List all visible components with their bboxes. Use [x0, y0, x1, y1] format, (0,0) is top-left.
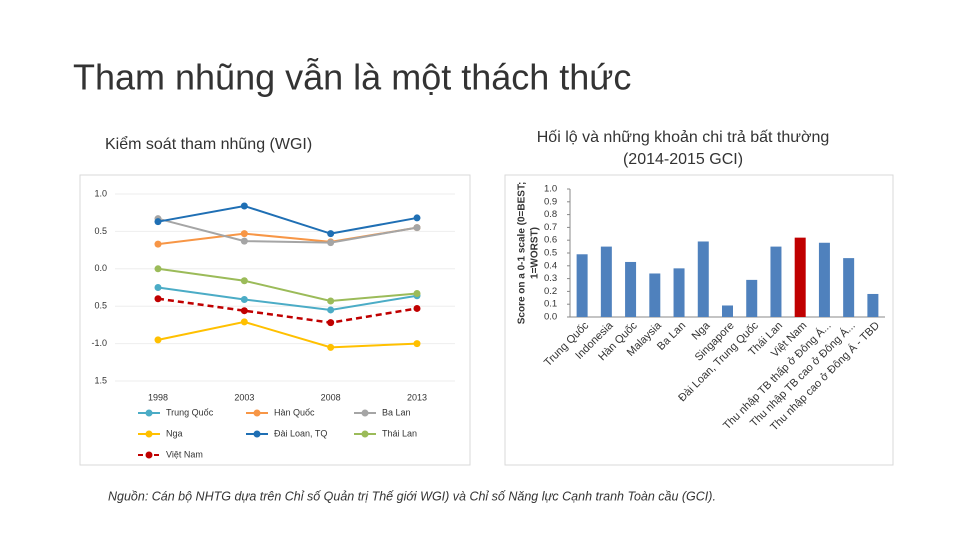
slide-title: Tham nhũng vẫn là một thách thức	[73, 57, 631, 98]
bar	[843, 258, 855, 317]
point	[327, 319, 335, 327]
bar	[600, 246, 612, 317]
chart-frame	[79, 174, 471, 466]
bar	[697, 241, 709, 317]
legend-label: Đài Loan, TQ	[274, 428, 327, 438]
legend-label: Việt Nam	[166, 449, 203, 459]
legend-label: Hàn Quốc	[274, 407, 315, 417]
point	[327, 230, 335, 238]
point	[413, 289, 421, 297]
bar	[673, 268, 685, 317]
point	[240, 318, 248, 326]
legend-label: Thái Lan	[382, 428, 417, 438]
legend-swatch	[145, 409, 153, 417]
point	[154, 284, 162, 291]
y-tick-label: 0.2	[544, 286, 557, 297]
point	[327, 297, 335, 305]
bar	[625, 261, 637, 317]
bar	[649, 273, 661, 317]
series-line	[157, 297, 418, 324]
y-tick-label: 0.5	[544, 248, 557, 259]
x-tick-label: 2008	[321, 392, 341, 402]
y-tick-label: 0.8	[544, 209, 557, 220]
point	[413, 340, 421, 348]
legend-swatch	[361, 430, 369, 438]
point	[240, 295, 248, 303]
point	[154, 218, 162, 226]
y-tick-label: 0.0	[544, 312, 557, 323]
y-tick-label: 0.5	[94, 226, 107, 236]
legend-label: Trung Quốc	[166, 407, 214, 417]
bar	[867, 293, 879, 317]
legend-swatch	[253, 409, 261, 417]
x-tick-label: 2003	[234, 392, 254, 402]
point	[240, 237, 248, 245]
bar	[794, 237, 806, 317]
y-tick-label: 1.0	[94, 188, 107, 198]
legend-swatch	[253, 430, 261, 438]
chart-title: Hối lộ và những khoản chi trả bất thường	[537, 129, 830, 146]
x-tick-label: 2013	[407, 392, 427, 402]
legend-label: Ba Lan	[382, 407, 411, 417]
y-tick-label: 0.6	[544, 235, 557, 246]
y-axis-label: 1=WORST)	[530, 227, 541, 279]
point	[154, 295, 162, 303]
chart-frame	[504, 174, 894, 466]
point	[327, 239, 335, 247]
series-line	[157, 286, 418, 311]
bar	[722, 305, 733, 317]
y-tick-label: 0.4	[544, 260, 557, 271]
series-line	[157, 267, 418, 302]
point	[240, 202, 248, 210]
y-tick-label: -1.0	[91, 338, 107, 348]
bar	[576, 254, 588, 317]
y-tick-label: 0.9	[544, 196, 557, 207]
point	[413, 214, 421, 222]
y-tick-label: 0.7	[544, 222, 557, 233]
point	[240, 277, 248, 285]
series-line	[157, 217, 418, 244]
point	[327, 343, 335, 351]
bar	[770, 246, 782, 317]
series-line	[157, 320, 418, 349]
y-tick-label: 1.0	[544, 184, 557, 195]
point	[154, 265, 162, 273]
chart-title: Kiểm soát tham nhũng (WGI)	[105, 135, 312, 153]
bar	[746, 279, 758, 317]
point	[413, 304, 421, 312]
legend-swatch	[145, 430, 153, 438]
x-tick-label: 1998	[148, 392, 168, 402]
legend-swatch	[145, 451, 153, 459]
y-tick-label: 0.5	[94, 301, 107, 311]
point	[413, 224, 421, 232]
point	[154, 240, 162, 248]
chart-title: (2014-2015 GCI)	[623, 151, 743, 168]
point	[240, 230, 248, 238]
series-line	[157, 204, 418, 235]
legend-swatch	[361, 409, 369, 417]
y-tick-label: 1.5	[94, 375, 107, 385]
y-tick-label: 0.3	[544, 273, 557, 284]
point	[327, 306, 335, 314]
y-tick-label: 0.1	[544, 299, 557, 310]
point	[240, 307, 248, 315]
y-tick-label: 0.0	[94, 263, 107, 273]
point	[154, 336, 162, 344]
y-axis-label: Score on a 0-1 scale (0=BEST;	[517, 182, 528, 325]
source-note: Nguồn: Cán bộ NHTG dựa trên Chỉ số Quản …	[108, 489, 716, 503]
bar	[818, 242, 830, 317]
legend-label: Nga	[166, 428, 183, 438]
